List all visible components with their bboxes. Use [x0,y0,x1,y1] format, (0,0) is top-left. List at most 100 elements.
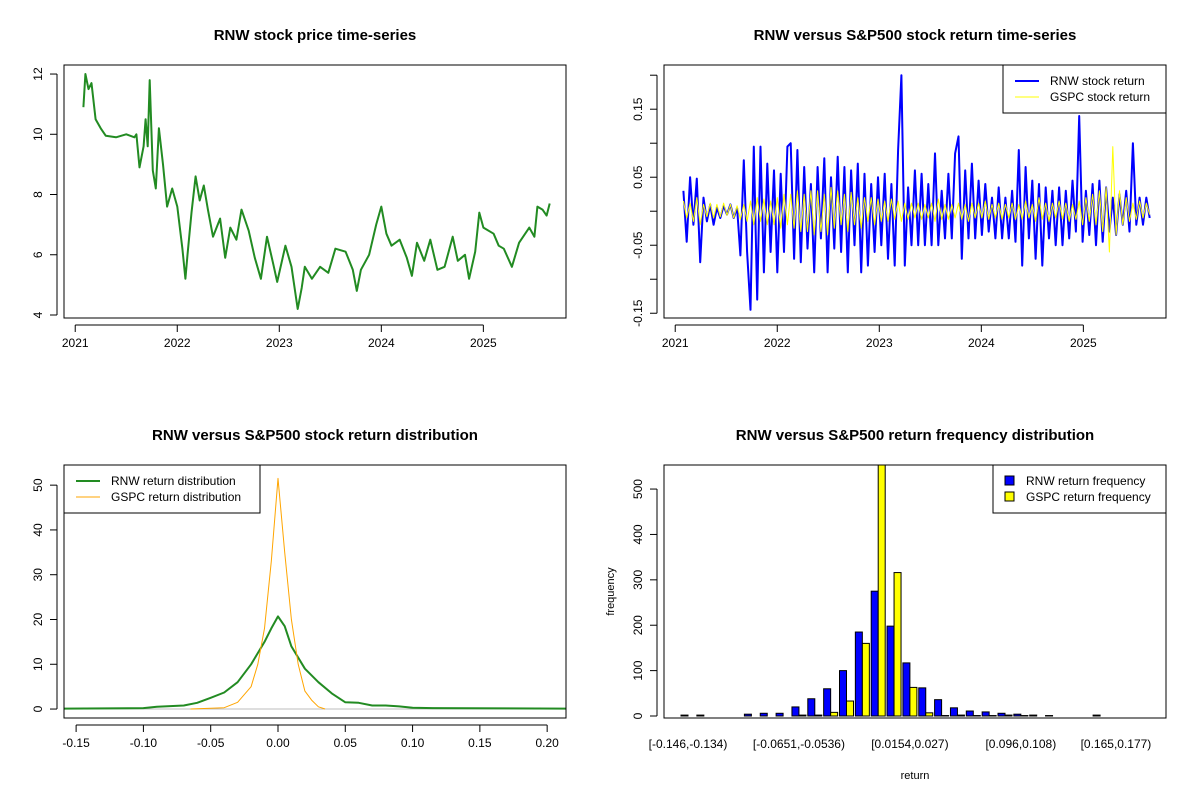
x-tick-label: [0.165,0.177) [1081,737,1152,751]
y-tick-label: 10 [31,657,45,671]
x-tick-label: -0.05 [197,736,225,750]
y-tick-label: 4 [31,311,45,318]
bar-rnw [696,714,705,717]
x-tick-label: -0.15 [62,736,90,750]
bar-rnw [1013,713,1022,717]
x-tick-label: 2021 [62,336,89,350]
y-tick-label: 0 [31,705,45,712]
bar-gspc [1004,714,1013,717]
bar-rnw [775,712,784,717]
bar-rnw [823,688,832,717]
panel-2: RNW versus S&P500 stock return time-seri… [631,27,1167,350]
legend: RNW stock return GSPC stock return [1002,64,1167,114]
legend-box [1002,64,1167,114]
bar-gspc [893,572,902,717]
x-axis-label: return [901,770,930,782]
y-tick-label: -0.15 [631,299,645,327]
legend-box [63,464,261,514]
bar-rnw [934,699,943,717]
x-tick-label: [0.0154,0.027) [871,737,948,751]
bar-rnw [839,670,847,717]
y-tick-label: 500 [631,479,645,499]
bar-rnw [1092,714,1101,717]
y-tick-label: 6 [31,251,45,258]
bar-rnw [791,706,800,717]
x-tick-label: [-0.146,-0.134) [649,737,728,751]
bar-gspc [909,686,918,717]
y-tick-label: 40 [31,523,45,537]
series-line-rnw-price [82,73,551,310]
bar-rnw [902,662,911,717]
x-tick-label: -0.10 [130,736,158,750]
legend-label: RNW stock return [1050,74,1145,88]
x-axis: 2021 2022 2023 2024 2025 [62,324,497,350]
y-tick-label: 0 [631,712,645,719]
panel-4: RNW versus S&P500 return frequency distr… [605,427,1167,782]
series-line-rnw-stock-return [682,74,1151,311]
bar-gspc [814,714,823,717]
x-tick-label: 0.05 [334,736,358,750]
legend-label: RNW return frequency [1026,474,1145,488]
x-axis: -0.15 -0.10 -0.05 0.00 0.05 0.10 0.15 0.20 [62,724,559,750]
panel-3: RNW versus S&P500 stock return distribut… [31,427,567,750]
x-axis: [-0.146,-0.134) [-0.0651,-0.0536) [0.0154,… [649,737,1152,751]
y-tick-label: 10 [31,127,45,141]
y-axis: 0 100 200 300 400 500 [631,479,658,719]
legend-box [992,464,1167,514]
bar-gspc [846,700,854,717]
bar-gspc [798,714,807,717]
plot-frame [63,464,567,719]
legend-label: GSPC return distribution [111,490,241,504]
y-axis: -0.15 -0.05 0.05 0.15 [631,74,658,327]
bar-rnw [981,711,990,717]
x-tick-label: 2023 [266,336,293,350]
bar-rnw [886,625,895,717]
legend-label: GSPC stock return [1050,90,1150,104]
legend-label: GSPC return frequency [1026,490,1151,504]
bar-rnw [997,712,1006,717]
legend: RNW return frequency GSPC return frequenc… [992,464,1167,514]
bar-rnw [949,707,958,717]
series-line-gspc-stock-return [682,146,1151,253]
legend-label: RNW return distribution [111,474,236,488]
x-axis: 2021 2022 2023 2024 2025 [662,324,1097,350]
x-tick-label: 2022 [164,336,191,350]
bar-gspc [925,712,934,717]
plot-area [682,74,1151,311]
bar-rnw [1029,714,1038,717]
bar-gspc [956,714,965,717]
x-tick-label: 2024 [968,336,995,350]
y-axis: 0 10 20 30 40 50 [31,478,58,712]
y-axis-label: frequency [605,567,617,616]
y-tick-label: 300 [631,570,645,590]
bar-rnw [743,713,752,717]
x-tick-label: 2024 [368,336,395,350]
bar-gspc [861,642,870,717]
chart-title: RNW versus S&P500 return frequency distr… [736,427,1094,444]
plot-frame [663,464,1167,719]
x-tick-label: 2025 [470,336,497,350]
bar-rnw [965,710,974,717]
bar-gspc [830,711,839,717]
y-axis: 4 6 8 10 12 [31,67,58,318]
y-tick-label: 20 [31,612,45,626]
series-line-gspc-return-distribution [190,477,326,710]
y-tick-label: 200 [631,615,645,635]
x-tick-label: 2025 [1070,336,1097,350]
x-tick-label: 2022 [764,336,791,350]
y-tick-label: -0.05 [631,231,645,259]
plot-area [82,73,551,310]
bar-rnw [918,687,927,717]
bar-rnw [680,714,689,717]
x-tick-label: 0.10 [401,736,425,750]
legend-swatch [1004,491,1015,502]
x-tick-label: 2023 [866,336,893,350]
y-tick-label: 0.15 [631,97,645,121]
plot-area [64,477,566,710]
chart-title: RNW stock price time-series [214,27,417,44]
legend-swatch [1004,475,1015,486]
plot-frame [63,64,567,319]
y-tick-label: 100 [631,660,645,680]
y-tick-label: 0.05 [631,165,645,189]
